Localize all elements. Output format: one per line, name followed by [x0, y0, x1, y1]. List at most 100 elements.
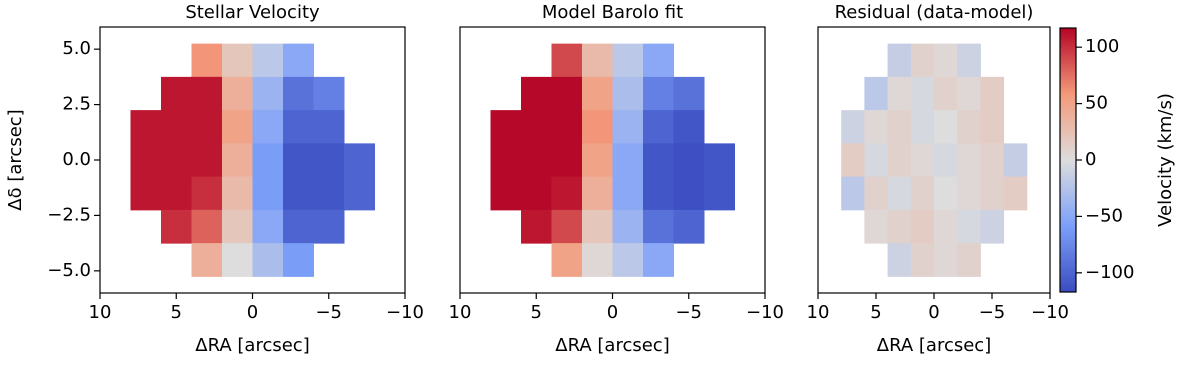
x-axis-label: ΔRA [arcsec] — [555, 335, 669, 356]
x-tick-label: 5 — [531, 302, 542, 323]
heatmap-cell — [980, 176, 1005, 211]
heatmap-cell — [673, 76, 705, 111]
heatmap-cell — [161, 143, 192, 178]
heatmap-cell — [864, 76, 889, 111]
heatmap-cell — [643, 143, 674, 178]
heatmap-cell — [130, 176, 162, 211]
heatmap-cell — [283, 209, 314, 244]
colorbar-tick-label: −100 — [1085, 262, 1134, 283]
heatmap-cell — [841, 143, 865, 178]
heatmap-cell — [161, 76, 192, 111]
heatmap-cell — [521, 110, 552, 144]
heatmap-cell — [980, 76, 1005, 111]
heatmap-cell — [887, 76, 912, 111]
heatmap-cell — [887, 43, 912, 78]
heatmap-cell — [673, 110, 705, 144]
heatmap-cell — [130, 110, 162, 144]
y-axis-label: Δδ [arcsec] — [5, 109, 26, 210]
heatmap-cell — [582, 176, 613, 211]
heatmap-cell — [252, 243, 284, 277]
x-tick-label: −5 — [315, 302, 342, 323]
heatmap-cell — [612, 243, 644, 277]
heatmap-cell — [313, 143, 345, 178]
x-axis-label: ΔRA [arcsec] — [877, 335, 991, 356]
heatmap-cell — [252, 176, 284, 211]
heatmap-cell — [957, 243, 981, 277]
heatmap-cell — [344, 143, 375, 178]
heatmap-cell — [910, 76, 935, 111]
colorbar — [1059, 27, 1077, 293]
heatmap-cell — [551, 243, 583, 277]
heatmap-cell — [643, 110, 674, 144]
heatmap-cell — [673, 143, 705, 178]
heatmap-cell — [910, 110, 935, 144]
heatmap-cell — [612, 43, 644, 78]
heatmap-cell — [283, 43, 314, 78]
heatmap-cell — [934, 143, 958, 178]
heatmap-cell — [910, 243, 935, 277]
heatmap-cell — [934, 43, 958, 78]
heatmap-cell — [910, 143, 935, 178]
colorbar-tick-label: −50 — [1085, 205, 1123, 226]
heatmap-cell — [252, 43, 284, 78]
heatmap-cell — [161, 110, 192, 144]
x-tick-label: −5 — [979, 302, 1006, 323]
heatmap-cell — [704, 143, 735, 178]
heatmap-cell — [191, 43, 223, 78]
x-tick-label: 0 — [607, 302, 618, 323]
heatmap-cell — [957, 176, 981, 211]
heatmap-cell — [191, 243, 223, 277]
heatmap-cell — [673, 209, 705, 244]
heatmap-cell — [910, 209, 935, 244]
panel-title: Stellar Velocity — [185, 2, 320, 23]
heatmap-cell — [934, 176, 958, 211]
heatmap-cell — [910, 43, 935, 78]
heatmap-cell — [490, 176, 522, 211]
heatmap-cell — [841, 176, 865, 211]
heatmap-cell — [864, 143, 889, 178]
colorbar-tick-label: 0 — [1085, 149, 1096, 170]
heatmap-cell — [161, 176, 192, 211]
heatmap-cell — [980, 143, 1005, 178]
x-axis-label: ΔRA [arcsec] — [195, 335, 309, 356]
heatmap-cell — [643, 76, 674, 111]
heatmap-cell — [582, 76, 613, 111]
heatmap-cell — [934, 243, 958, 277]
heatmap-cell — [222, 43, 253, 78]
heatmap-cell — [313, 110, 345, 144]
heatmap-cell — [252, 143, 284, 178]
heatmap-cell — [582, 143, 613, 178]
heatmap-cell — [957, 43, 981, 78]
heatmap-cell — [887, 110, 912, 144]
heatmap-cell — [551, 209, 583, 244]
heatmap-cell — [887, 209, 912, 244]
heatmap-cell — [957, 209, 981, 244]
heatmap-cell — [1003, 176, 1028, 211]
heatmap-cell — [612, 209, 644, 244]
y-tick-label: −5.0 — [47, 260, 91, 281]
heatmap-cell — [283, 110, 314, 144]
heatmap-cell — [222, 110, 253, 144]
heatmap-cell — [252, 76, 284, 111]
heatmap-cell — [957, 143, 981, 178]
x-tick-label: 10 — [89, 302, 112, 323]
heatmap-cell — [283, 76, 314, 111]
heatmap-cell — [191, 209, 223, 244]
panel-title: Residual (data-model) — [835, 2, 1034, 23]
panel-title: Model Barolo fit — [542, 2, 683, 23]
heatmap-cell — [841, 110, 865, 144]
heatmap-cell — [490, 143, 522, 178]
heatmap-cell — [313, 176, 345, 211]
heatmap-cell — [957, 110, 981, 144]
heatmap-cell — [191, 110, 223, 144]
heatmap-cell — [344, 176, 375, 211]
heatmap-cell — [612, 176, 644, 211]
x-tick-label: 0 — [928, 302, 939, 323]
colorbar-label: Velocity (km/s) — [1155, 93, 1176, 227]
heatmap-cell — [980, 209, 1005, 244]
heatmap-cell — [191, 176, 223, 211]
heatmap-cell — [551, 110, 583, 144]
heatmap-cell — [551, 143, 583, 178]
x-tick-label: −10 — [1031, 302, 1069, 323]
